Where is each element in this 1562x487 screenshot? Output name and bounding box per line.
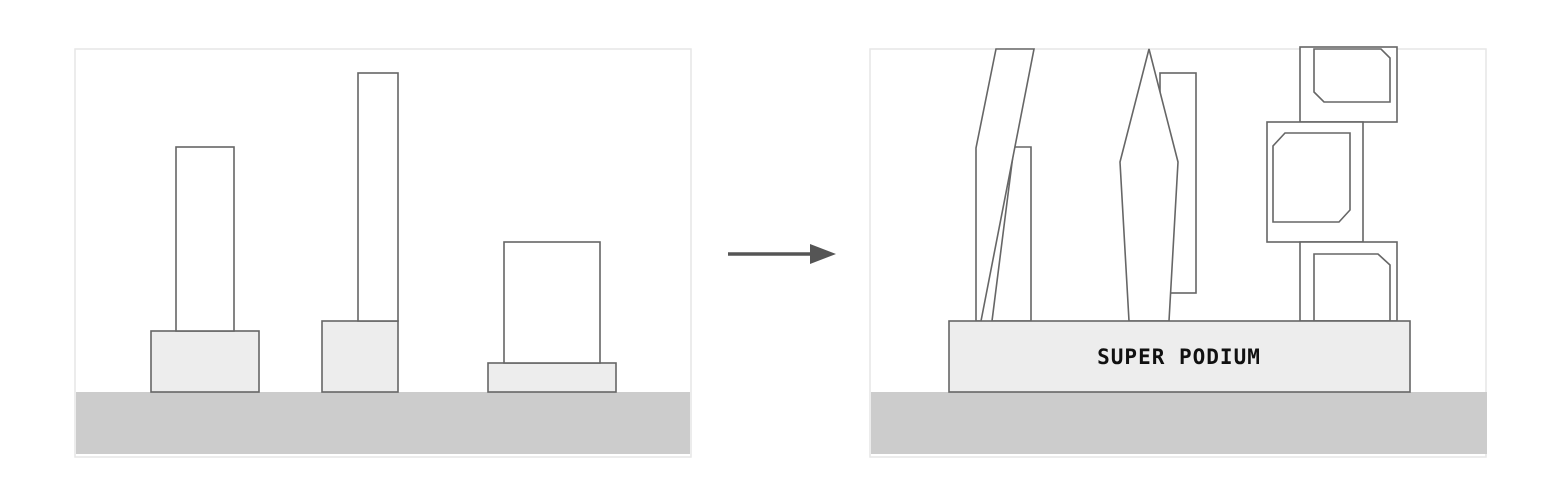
podium-2 — [321, 320, 399, 393]
stack-box-bottom — [1299, 241, 1398, 322]
tower-2 — [357, 72, 399, 322]
tower-1 — [175, 146, 235, 332]
super-podium-label: SUPER PODIUM — [1097, 345, 1261, 369]
before-panel — [74, 48, 692, 458]
tower-3 — [503, 241, 601, 364]
stack-box-top — [1299, 46, 1398, 123]
after-ground — [871, 392, 1487, 454]
podium-1 — [150, 330, 260, 393]
arrow-head — [810, 244, 836, 264]
tower-group-faceted — [1119, 48, 1197, 322]
stack-box-middle — [1266, 121, 1364, 243]
stack-box-middle-inner — [1272, 132, 1351, 223]
podium-3 — [487, 362, 617, 393]
tower-group-stacked — [1266, 46, 1398, 322]
transform-arrow — [728, 244, 836, 264]
after-panel: SUPER PODIUM — [869, 46, 1487, 458]
super-podium — [948, 320, 1411, 393]
before-ground — [76, 392, 690, 454]
stack-box-top-inner — [1313, 48, 1391, 103]
